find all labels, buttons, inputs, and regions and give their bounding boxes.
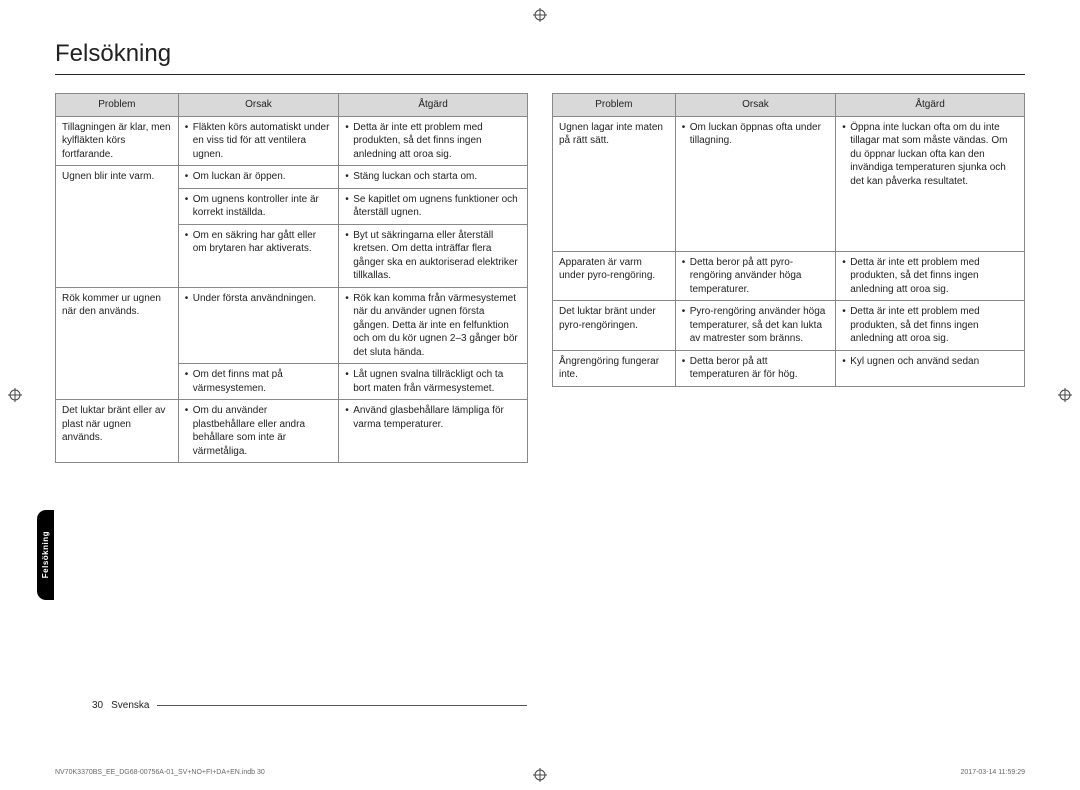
cell-problem: Det luktar bränt eller av plast när ugne… — [56, 400, 179, 463]
page-title: Felsökning — [55, 40, 1025, 68]
th-cause: Orsak — [178, 94, 338, 117]
cell-problem: Ugnen blir inte varm. — [56, 166, 179, 288]
cell-problem: Ångrengöring fungerar inte. — [553, 350, 676, 386]
cell-action: Låt ugnen svalna tillräckligt och ta bor… — [339, 364, 528, 400]
th-action: Åtgärd — [836, 94, 1025, 117]
cell-cause: Om en säkring har gått eller om brytaren… — [178, 224, 338, 287]
cell-action: Stäng luckan och starta om. — [339, 166, 528, 189]
th-action: Åtgärd — [339, 94, 528, 117]
cell-action: Detta är inte ett problem med produkten,… — [836, 301, 1025, 351]
page-lang: Svenska — [111, 700, 149, 711]
cell-cause: Om ugnens kontroller inte är korrekt ins… — [178, 188, 338, 224]
right-column: Problem Orsak Åtgärd Ugnen lagar inte ma… — [552, 93, 1025, 463]
th-problem: Problem — [553, 94, 676, 117]
table-row: Ugnen blir inte varm.Om luckan är öppen.… — [56, 166, 528, 189]
table-row: Tillagningen är klar, men kylfläkten kör… — [56, 116, 528, 166]
cell-action: Se kapitlet om ugnens funktioner och åte… — [339, 188, 528, 224]
print-footer-left: NV70K3370BS_EE_DG68-00756A-01_SV+NO+FI+D… — [55, 769, 265, 776]
table-row: Apparaten är varm under pyro-rengöring.D… — [553, 251, 1025, 301]
cell-problem: Tillagningen är klar, men kylfläkten kör… — [56, 116, 179, 166]
print-footer: NV70K3370BS_EE_DG68-00756A-01_SV+NO+FI+D… — [55, 769, 1025, 776]
table-row: Ugnen lagar inte maten på rätt sätt.Om l… — [553, 116, 1025, 251]
cell-action: Byt ut säkringarna eller återställ krets… — [339, 224, 528, 287]
cell-problem: Ugnen lagar inte maten på rätt sätt. — [553, 116, 676, 251]
troubleshoot-table-right: Problem Orsak Åtgärd Ugnen lagar inte ma… — [552, 93, 1025, 387]
page-footer: 30 Svenska — [92, 700, 527, 711]
cell-action: Detta är inte ett problem med produkten,… — [836, 251, 1025, 301]
left-column: Problem Orsak Åtgärd Tillagningen är kla… — [55, 93, 528, 463]
cell-cause: Om luckan öppnas ofta under tillagning. — [675, 116, 835, 251]
cell-cause: Pyro-rengöring använder höga temperature… — [675, 301, 835, 351]
page-number: 30 — [92, 700, 103, 711]
table-row: Det luktar bränt under pyro-rengöringen.… — [553, 301, 1025, 351]
page: Felsökning Problem Orsak Åtgärd Tillagni… — [55, 40, 1025, 463]
cell-cause: Om luckan är öppen. — [178, 166, 338, 189]
table-row: Ångrengöring fungerar inte.Detta beror p… — [553, 350, 1025, 386]
side-tab: Felsökning — [37, 510, 54, 600]
cell-cause: Fläkten körs automatiskt under en viss t… — [178, 116, 338, 166]
cell-problem: Apparaten är varm under pyro-rengöring. — [553, 251, 676, 301]
cell-action: Rök kan komma från värmesystemet när du … — [339, 287, 528, 364]
cell-cause: Detta beror på att pyro-rengöring använd… — [675, 251, 835, 301]
cell-cause: Detta beror på att temperaturen är för h… — [675, 350, 835, 386]
cell-problem: Rök kommer ur ugnen när den används. — [56, 287, 179, 400]
troubleshoot-table-left: Problem Orsak Åtgärd Tillagningen är kla… — [55, 93, 528, 463]
cell-cause: Om det finns mat på värmesystemen. — [178, 364, 338, 400]
cell-action: Öppna inte luckan ofta om du inte tillag… — [836, 116, 1025, 251]
cell-problem: Det luktar bränt under pyro-rengöringen. — [553, 301, 676, 351]
th-cause: Orsak — [675, 94, 835, 117]
side-tab-label: Felsökning — [41, 531, 50, 578]
th-problem: Problem — [56, 94, 179, 117]
crop-mark-icon — [8, 388, 22, 402]
cell-action: Använd glasbehållare lämpliga för varma … — [339, 400, 528, 463]
cell-action: Detta är inte ett problem med produkten,… — [339, 116, 528, 166]
print-footer-right: 2017-03-14 11:59:29 — [961, 769, 1025, 776]
crop-mark-icon — [1058, 388, 1072, 402]
columns: Problem Orsak Åtgärd Tillagningen är kla… — [55, 93, 1025, 463]
cell-action: Kyl ugnen och använd sedan — [836, 350, 1025, 386]
cell-cause: Om du använder plastbehållare eller andr… — [178, 400, 338, 463]
crop-mark-icon — [533, 8, 547, 22]
table-row: Rök kommer ur ugnen när den används.Unde… — [56, 287, 528, 364]
cell-cause: Under första användningen. — [178, 287, 338, 364]
title-rule — [55, 74, 1025, 75]
footer-rule — [157, 705, 527, 706]
table-row: Det luktar bränt eller av plast när ugne… — [56, 400, 528, 463]
